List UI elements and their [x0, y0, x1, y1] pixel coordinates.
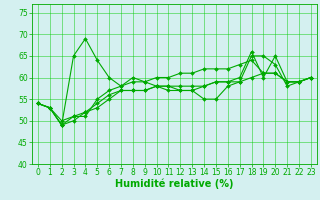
X-axis label: Humidité relative (%): Humidité relative (%): [115, 179, 234, 189]
